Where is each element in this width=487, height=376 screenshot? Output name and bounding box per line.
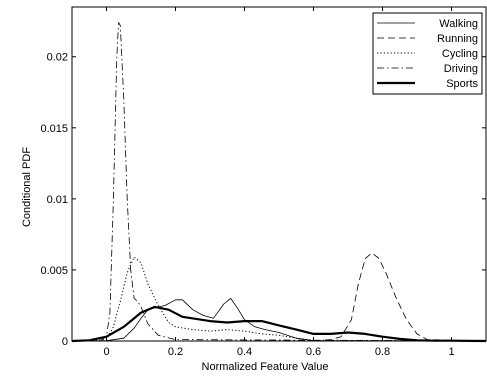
series-layer xyxy=(71,22,487,343)
x-tick-label: 0.2 xyxy=(168,346,183,358)
legend-label-walking: Walking xyxy=(439,18,478,30)
x-tick-label: 0.6 xyxy=(306,346,321,358)
x-tick-label: 0 xyxy=(103,346,109,358)
y-tick-label: 0.02 xyxy=(47,52,68,64)
legend-label-sports: Sports xyxy=(446,78,478,90)
axes-box xyxy=(71,6,487,342)
y-tick-label: 0.005 xyxy=(40,265,68,277)
y-tick-label: 0.01 xyxy=(47,194,68,206)
legend: Walking Running Cycling Driving Sports xyxy=(372,12,483,95)
y-tick-label: 0.015 xyxy=(40,123,68,135)
legend-label-cycling: Cycling xyxy=(442,48,478,60)
x-tick-label: 0.8 xyxy=(375,346,390,358)
x-axis-label: Normalized Feature Value xyxy=(202,361,329,373)
legend-label-driving: Driving xyxy=(444,63,478,75)
legend-label-running: Running xyxy=(437,33,478,45)
axis-layer: 0 0.2 0.4 0.6 0.8 1 0 0.005 0.01 0.015 0.02 xyxy=(40,6,487,358)
series-line-walking xyxy=(71,297,487,342)
x-tick-label: 1 xyxy=(448,346,454,358)
x-tick-label: 0.4 xyxy=(237,346,252,358)
y-axis-label: Conditional PDF xyxy=(21,147,33,227)
y-tick-label: 0 xyxy=(62,336,68,348)
series-line-sports xyxy=(71,305,487,343)
series-line-cycling xyxy=(71,256,487,342)
legend-box xyxy=(372,12,483,95)
series-line-driving xyxy=(72,22,487,342)
